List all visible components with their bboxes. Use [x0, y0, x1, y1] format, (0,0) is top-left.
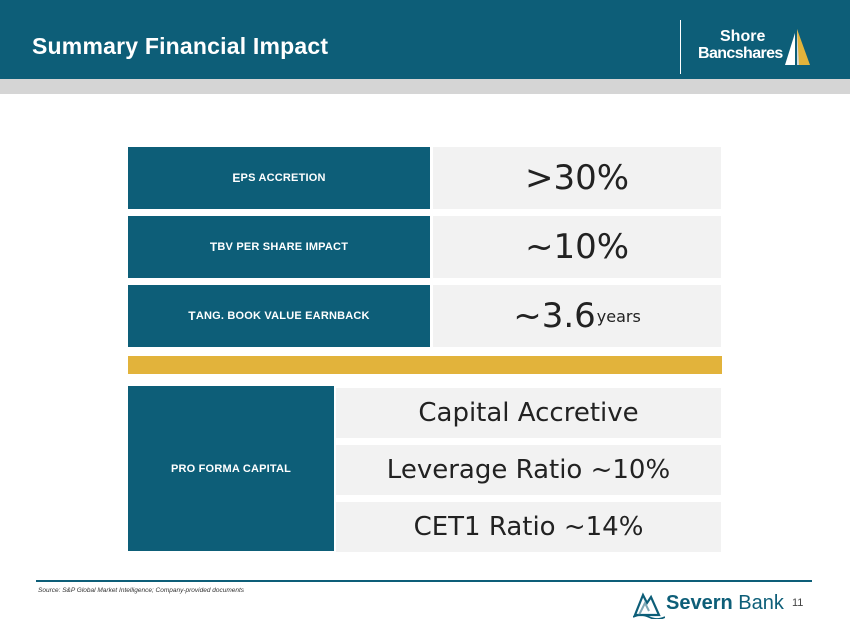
tbv-earnback-label: Tang. Book Value Earnback [128, 285, 430, 347]
logo-divider [680, 20, 681, 74]
capital-item: Capital Accretive [336, 388, 721, 438]
tbv-per-share-impact-label: T BV Per Share Impact [128, 216, 430, 278]
severn-bank-mark-icon [633, 592, 665, 619]
severn-bank-logo-text: Severn Bank [666, 592, 784, 614]
tbv-per-share-impact-value: ~10% [433, 216, 721, 278]
sail-icon [785, 29, 810, 65]
earnback-unit: years [596, 306, 641, 326]
pro-forma-capital-label: Pro Forma Capital [128, 386, 334, 551]
gold-divider-bar [128, 356, 722, 374]
shore-bancshares-logo: Shore Bancshares [698, 28, 783, 62]
eps-accretion-value: >30% [433, 147, 721, 209]
slide-header [0, 0, 850, 79]
logo-text-shore: Shore [720, 28, 766, 45]
source-note: Source: S&P Global Market Intelligence; … [38, 587, 245, 594]
slide-title: Summary Financial Impact [32, 33, 329, 59]
page-number: 11 [792, 597, 804, 609]
eps-accretion-label: E PS Accretion [128, 147, 430, 209]
footer-divider [36, 580, 812, 582]
capital-item: Leverage Ratio ~10% [336, 445, 721, 495]
header-stripe [0, 79, 850, 94]
logo-text-bancshares: Bancshares [698, 45, 783, 62]
capital-item: CET1 Ratio ~14% [336, 502, 721, 552]
tbv-earnback-value: ~3.6 years [433, 285, 721, 347]
